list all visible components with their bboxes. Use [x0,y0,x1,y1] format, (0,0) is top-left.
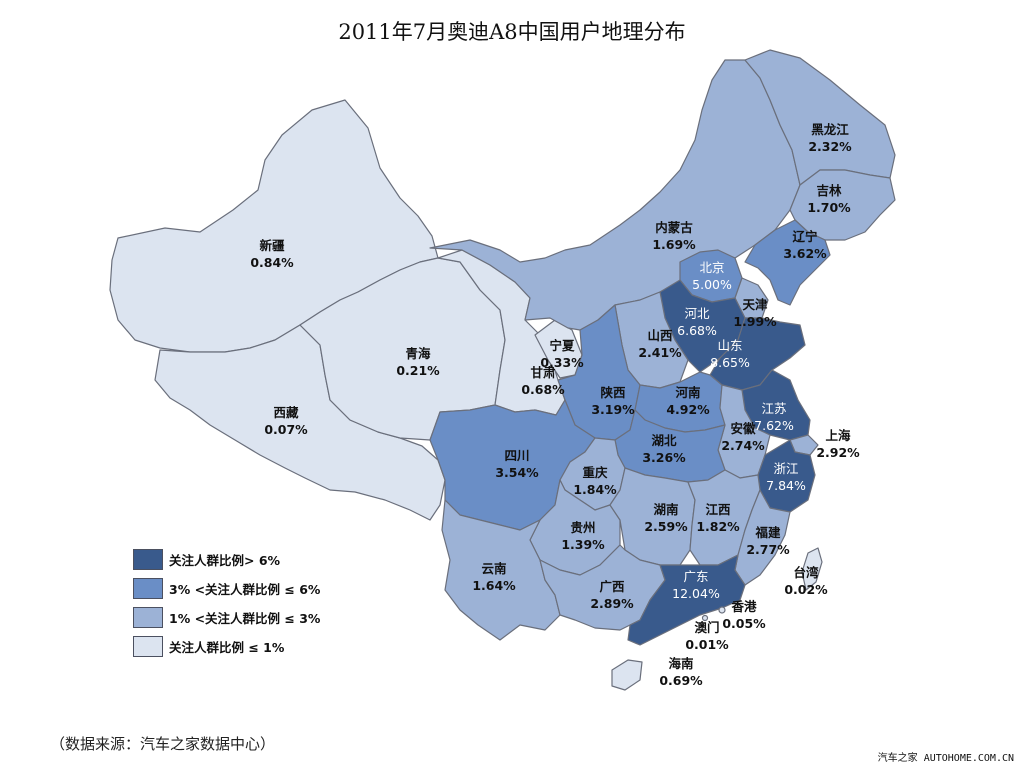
province-value-label: 1.39% [561,537,605,552]
province-name-label: 宁夏 [549,338,575,353]
province-name-label: 香港 [730,599,757,614]
province-name-label: 海南 [668,656,694,671]
province-value-label: 6.68% [677,323,717,338]
province-value-label: 0.02% [784,582,828,597]
province-name-label: 青海 [405,346,431,361]
legend-swatch [133,578,163,599]
region-liaoning[interactable] [744,219,831,306]
province-name-label: 福建 [754,525,781,540]
province-name-label: 安徽 [730,421,756,436]
province-value-label: 3.26% [642,450,686,465]
province-name-label: 辽宁 [792,229,817,244]
province-name-label: 河北 [684,306,710,321]
province-name-label: 山东 [717,338,742,353]
province-value-label: 1.82% [696,519,740,534]
region-xianggang[interactable] [718,606,726,614]
province-value-label: 2.41% [638,345,682,360]
province-value-label: 0.84% [250,255,294,270]
province-value-label: 0.01% [685,637,729,652]
province-name-label: 四川 [504,448,529,463]
province-value-label: 7.62% [754,418,794,433]
legend: 关注人群比例> 6% 3% <关注人群比例 ≤ 6% 1% <关注人群比例 ≤ … [133,548,320,664]
province-name-label: 贵州 [570,520,595,535]
province-value-label: 3.19% [591,402,635,417]
province-value-label: 1.70% [807,200,851,215]
province-name-label: 北京 [699,260,724,275]
region-hainan[interactable] [611,659,643,691]
legend-label: 关注人群比例> 6% [169,553,281,568]
region-guangdong[interactable] [627,554,746,646]
legend-item: 3% <关注人群比例 ≤ 6% [133,577,320,600]
watermark: 汽车之家 AUTOHOME.COM.CN [877,753,1014,764]
province-name-label: 广西 [599,579,624,594]
province-value-label: 2.77% [746,542,790,557]
province-name-label: 天津 [742,297,768,312]
province-value-label: 0.69% [659,673,703,688]
province-name-label: 台湾 [793,565,819,580]
province-name-label: 上海 [825,428,851,443]
province-value-label: 1.69% [652,237,696,252]
province-name-label: 云南 [481,561,507,576]
province-value-label: 8.65% [710,355,750,370]
region-aomen[interactable] [701,614,709,622]
page-title: 2011年7月奥迪A8中国用户地理分布 [338,20,686,44]
legend-swatch [133,607,163,628]
province-name-label: 陕西 [600,385,625,400]
province-value-label: 0.07% [264,422,308,437]
province-value-label: 0.68% [521,382,565,397]
legend-item: 1% <关注人群比例 ≤ 3% [133,606,320,629]
province-value-label: 2.32% [808,139,852,154]
province-value-label: 1.64% [472,578,516,593]
province-name-label: 甘肃 [530,365,556,380]
legend-label: 3% <关注人群比例 ≤ 6% [169,582,321,597]
legend-swatch [133,636,163,657]
legend-label: 1% <关注人群比例 ≤ 3% [169,611,321,626]
province-value-label: 12.04% [672,586,720,601]
province-value-label: 3.62% [783,246,827,261]
province-value-label: 0.05% [722,616,766,631]
province-name-label: 内蒙古 [655,220,693,235]
province-name-label: 新疆 [259,238,285,253]
province-name-label: 湖南 [653,502,679,517]
province-name-label: 江苏 [761,401,786,416]
region-xizang[interactable] [154,324,446,521]
province-value-label: 0.21% [396,363,440,378]
province-name-label: 广东 [683,569,708,584]
legend-item: 关注人群比例 ≤ 1% [133,635,320,658]
province-name-label: 河南 [675,385,701,400]
province-value-label: 3.54% [495,465,539,480]
legend-item: 关注人群比例> 6% [133,548,320,571]
province-name-label: 重庆 [582,465,608,480]
province-value-label: 1.99% [733,314,777,329]
province-value-label: 2.59% [644,519,688,534]
province-name-label: 黑龙江 [811,122,849,137]
province-value-label: 4.92% [666,402,710,417]
province-name-label: 西藏 [273,405,299,420]
legend-swatch [133,549,163,570]
province-value-label: 0.33% [540,355,584,370]
province-name-label: 湖北 [651,433,677,448]
province-name-label: 澳门 [694,620,719,635]
province-value-label: 5.00% [692,277,732,292]
province-name-label: 江西 [705,502,730,517]
province-value-label: 2.92% [816,445,860,460]
province-name-label: 吉林 [816,183,842,198]
legend-label: 关注人群比例 ≤ 1% [169,640,285,655]
province-name-label: 山西 [647,328,672,343]
province-name-label: 浙江 [773,461,798,476]
region-taiwan[interactable] [801,547,823,591]
province-value-label: 2.74% [721,438,765,453]
province-value-label: 1.84% [573,482,617,497]
province-value-label: 2.89% [590,596,634,611]
data-source-note: （数据来源：汽车之家数据中心） [50,735,276,753]
province-value-label: 7.84% [766,478,806,493]
